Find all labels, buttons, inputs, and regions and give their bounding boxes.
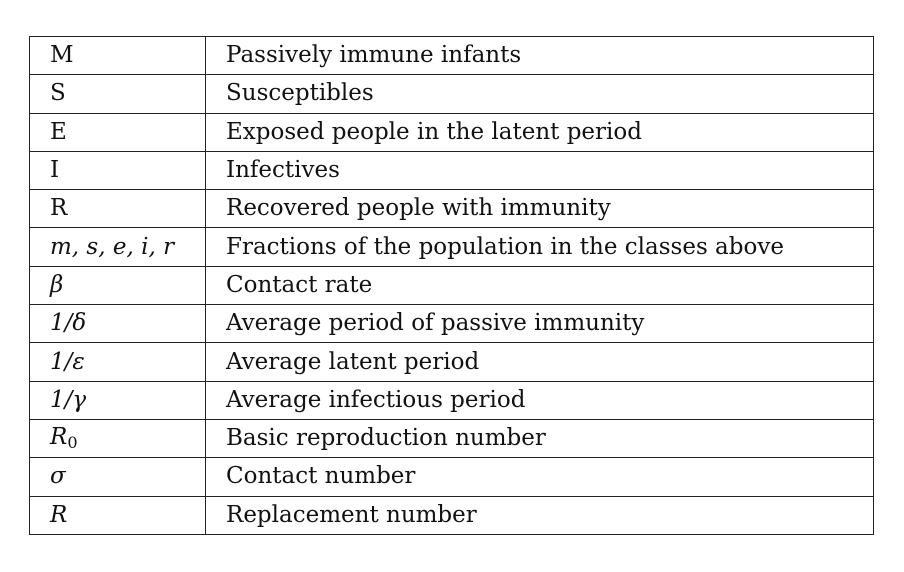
symbol-cell: E (29, 112, 206, 152)
symbol-text: 1/γ (50, 386, 87, 413)
symbol-text: σ (50, 463, 66, 490)
symbol-text: S (50, 80, 66, 107)
description-cell: Exposed people in the latent period (205, 112, 874, 152)
description-cell: Basic reproduction number (205, 418, 874, 459)
table-row: R0 Basic reproduction number (29, 418, 874, 459)
table-row: R Recovered people with immunity (29, 189, 874, 229)
description-cell: Susceptibles (205, 74, 874, 114)
symbol-cell: β (29, 265, 206, 306)
table-row: 1/γ Average infectious period (29, 380, 874, 420)
symbol-text: m, s, e, i, r (50, 233, 175, 260)
notation-table-body: M Passively immune infants S Susceptible… (29, 35, 874, 535)
table-row: I Infectives (29, 150, 874, 191)
notation-table: M Passively immune infants S Susceptible… (29, 35, 874, 535)
description-cell: Average period of passive immunity (205, 304, 874, 344)
description-cell: Contact rate (205, 265, 874, 306)
description-cell: Passively immune infants (205, 35, 874, 76)
symbol-cell: R (29, 495, 206, 535)
table-row: R Replacement number (29, 495, 874, 535)
description-cell: Contact number (205, 457, 874, 497)
symbol-text: 1/ε (50, 348, 85, 375)
table-row: 1/ε Average latent period (29, 342, 874, 382)
symbol-text: I (50, 157, 60, 184)
description-cell: Recovered people with immunity (205, 189, 874, 229)
description-cell: Fractions of the population in the class… (205, 227, 874, 267)
symbol-cell: I (29, 150, 206, 191)
description-cell: Infectives (205, 150, 874, 191)
table-row: 1/δ Average period of passive immunity (29, 304, 874, 344)
description-cell: Average infectious period (205, 380, 874, 420)
table-row: M Passively immune infants (29, 35, 874, 76)
symbol-text: R (50, 195, 68, 222)
symbol-cell: 1/γ (29, 380, 206, 420)
description-cell: Replacement number (205, 495, 874, 535)
symbol-cell: M (29, 35, 206, 76)
symbol-text: M (50, 42, 74, 69)
symbol-cell: σ (29, 457, 206, 497)
symbol-text: β (50, 271, 64, 298)
table-row: E Exposed people in the latent period (29, 112, 874, 152)
symbol-cell: 1/ε (29, 342, 206, 382)
symbol-text: R (50, 501, 68, 528)
table-row: σ Contact number (29, 457, 874, 497)
description-cell: Average latent period (205, 342, 874, 382)
table-row: m, s, e, i, r Fractions of the populatio… (29, 227, 874, 267)
symbol-text: E (50, 118, 67, 145)
symbol-text: R (50, 424, 68, 451)
table-row: S Susceptibles (29, 74, 874, 114)
table-row: β Contact rate (29, 265, 874, 306)
symbol-subscript: 0 (67, 433, 78, 453)
symbol-cell: S (29, 74, 206, 114)
symbol-cell: 1/δ (29, 304, 206, 344)
symbol-cell: m, s, e, i, r (29, 227, 206, 267)
symbol-text: 1/δ (50, 310, 87, 337)
symbol-cell: R (29, 189, 206, 229)
symbol-cell: R0 (29, 418, 206, 459)
